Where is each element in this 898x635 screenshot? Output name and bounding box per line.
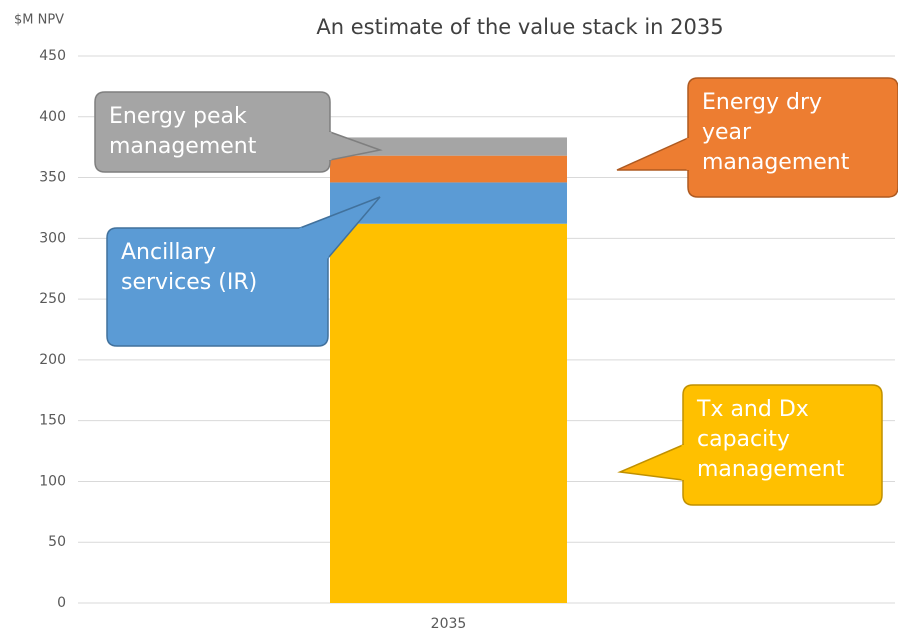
y-tick-label: 100: [39, 473, 66, 489]
y-tick-label: 350: [39, 170, 66, 186]
callout-box: [682, 384, 883, 506]
callout-label: Ancillary services (IR): [121, 240, 258, 295]
x-tick-label: 2035: [431, 616, 467, 632]
bar-segment: [330, 155, 567, 183]
callout-pointer: [617, 443, 684, 481]
y-tick-label: 0: [57, 595, 66, 611]
callout-seam: [298, 226, 330, 260]
callout-box: [687, 77, 898, 198]
callout-label: Energy peak management: [109, 104, 257, 159]
y-axis-label: $M NPV: [14, 13, 64, 28]
y-tick-label: 400: [39, 109, 66, 125]
y-tick-label: 200: [39, 352, 66, 368]
bar-segment: [330, 223, 567, 603]
y-tick-label: 450: [39, 48, 66, 64]
callout-pointer: [616, 136, 689, 171]
callout-label: Tx and Dx capacity management: [697, 397, 845, 482]
chart-title: An estimate of the value stack in 2035: [316, 15, 723, 39]
y-tick-label: 150: [39, 413, 66, 429]
y-tick-label: 250: [39, 291, 66, 307]
y-tick-label: 300: [39, 230, 66, 246]
bar-segment: [330, 137, 567, 156]
y-tick-label: 50: [48, 534, 66, 550]
callout-label: Energy dry year management: [702, 90, 850, 175]
callout-box: [94, 91, 331, 173]
